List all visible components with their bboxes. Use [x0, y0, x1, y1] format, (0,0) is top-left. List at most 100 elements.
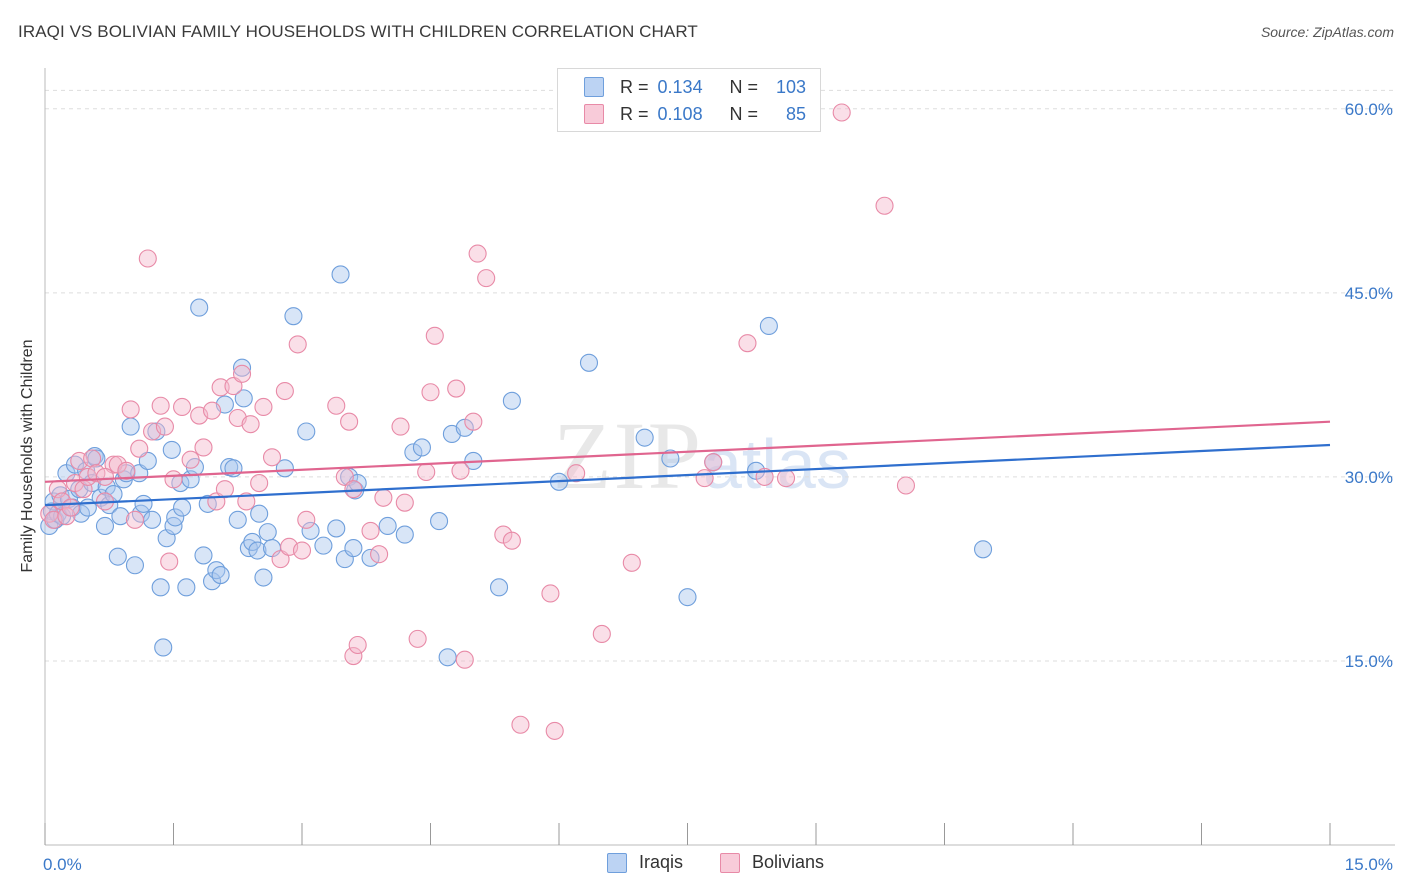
iraqi-point — [275, 459, 294, 478]
bolivian-point — [477, 269, 496, 288]
bolivian-point — [391, 417, 410, 436]
bolivian-point — [832, 103, 851, 122]
bolivian-point — [232, 364, 252, 383]
iraqi-point — [297, 422, 316, 441]
bolivian-point — [361, 521, 380, 540]
watermark-atlas: atlas — [703, 425, 851, 503]
iraqi-point — [502, 391, 521, 410]
iraqi-point — [125, 556, 144, 575]
iraqi-point — [95, 516, 115, 536]
bolivian-point — [417, 462, 436, 482]
legend-item-iraqis[interactable]: Iraqis — [607, 852, 683, 873]
bolivian-point — [203, 401, 222, 420]
bolivian-point — [502, 531, 521, 550]
legend-n-label: N = — [729, 103, 759, 124]
series-legend: Iraqis Bolivians — [0, 852, 1406, 876]
iraqi-point — [243, 532, 262, 551]
legend-n-value: 85 — [786, 103, 807, 124]
bolivian-point — [738, 334, 757, 353]
iraqi-point — [327, 519, 346, 538]
iraqi-point — [162, 440, 181, 459]
tick-labels: 15.0% 30.0% 45.0% 60.0% 0.0% 15.0% — [43, 100, 1393, 874]
series-iraqis — [40, 265, 993, 667]
iraqi-point — [404, 443, 423, 462]
bolivian-point — [297, 510, 316, 529]
x-tick-label: 15.0% — [1345, 855, 1393, 874]
bolivian-point — [254, 397, 273, 417]
iraqi-point — [301, 521, 320, 540]
iraqi-point — [147, 422, 166, 441]
bolivian-point — [138, 249, 157, 268]
iraqi-point — [234, 389, 253, 408]
iraqi-point — [258, 523, 277, 542]
iraqi-point — [143, 510, 162, 529]
axes — [44, 68, 1395, 846]
legend-n-label: N = — [729, 76, 759, 97]
legend-r-label: R = — [620, 76, 649, 97]
bolivian-point — [695, 469, 714, 488]
legend-row-iraqis: R = 0.134 N = 103 — [558, 74, 806, 100]
bolivian-point — [224, 377, 243, 396]
iraqi-point — [194, 546, 213, 565]
bolivian-point — [704, 453, 723, 472]
x-tick-label: 0.0% — [43, 855, 82, 874]
iraqi-point — [151, 578, 170, 597]
trendlines — [44, 420, 1331, 507]
bolivian-point — [262, 448, 282, 467]
bolivian-point — [121, 400, 140, 419]
iraqi-point — [378, 516, 397, 536]
bolivian-point — [327, 396, 346, 415]
bolivians-swatch — [584, 104, 604, 124]
bolivian-point — [370, 545, 389, 564]
bolivian-point — [288, 335, 307, 354]
bolivian-point — [451, 461, 470, 480]
correlation-legend: R = 0.134 N = 103 R = 0.108 N = 85 — [557, 68, 821, 132]
iraqi-point — [121, 417, 140, 436]
iraqi-point — [108, 547, 127, 566]
iraqi-point — [154, 638, 173, 657]
iraqi-point — [228, 510, 247, 529]
bolivian-point — [125, 510, 144, 529]
iraqi-point — [973, 540, 993, 559]
iraqi-point — [177, 578, 196, 597]
bolivian-point — [151, 396, 170, 415]
iraqi-point — [211, 566, 230, 585]
bolivian-point — [567, 464, 586, 483]
source-credit: Source: ZipAtlas.com — [1260, 24, 1394, 40]
legend-n-value: 103 — [776, 76, 807, 97]
y-tick-label: 45.0% — [1345, 284, 1393, 303]
bolivian-point — [292, 541, 312, 560]
bolivian-point — [57, 507, 76, 526]
bolivian-point — [344, 646, 363, 666]
chart-title: IRAQI VS BOLIVIAN FAMILY HOUSEHOLDS WITH… — [18, 22, 698, 41]
bolivian-point — [130, 439, 149, 458]
bolivian-point — [194, 438, 213, 457]
bolivian-point — [344, 480, 363, 499]
bolivian-point — [160, 552, 179, 571]
bolivian-point — [181, 450, 200, 469]
y-tick-label: 60.0% — [1345, 100, 1393, 119]
bolivian-point — [545, 721, 564, 740]
iraqi-point — [489, 578, 509, 597]
iraqi-point — [331, 265, 350, 284]
bolivian-point — [173, 397, 192, 417]
iraqi-point — [579, 353, 599, 372]
bolivian-point — [592, 624, 611, 644]
legend-item-bolivians[interactable]: Bolivians — [720, 852, 824, 873]
bolivian-point — [250, 473, 269, 493]
iraqi-point — [344, 539, 363, 558]
bolivian-point — [395, 493, 414, 512]
legend-r-value: 0.108 — [657, 103, 703, 124]
iraqi-point — [759, 316, 778, 336]
bolivian-point — [425, 326, 444, 345]
bolivian-point — [348, 635, 367, 655]
bolivian-point — [896, 476, 916, 495]
bolivian-point — [541, 584, 560, 603]
legend-r-label: R = — [620, 103, 649, 124]
iraqi-point — [111, 507, 130, 526]
bolivian-point — [117, 461, 136, 480]
bolivian-point — [447, 379, 466, 398]
iraqi-point — [635, 428, 654, 447]
bolivian-point — [215, 480, 234, 499]
iraqi-point — [190, 298, 209, 317]
